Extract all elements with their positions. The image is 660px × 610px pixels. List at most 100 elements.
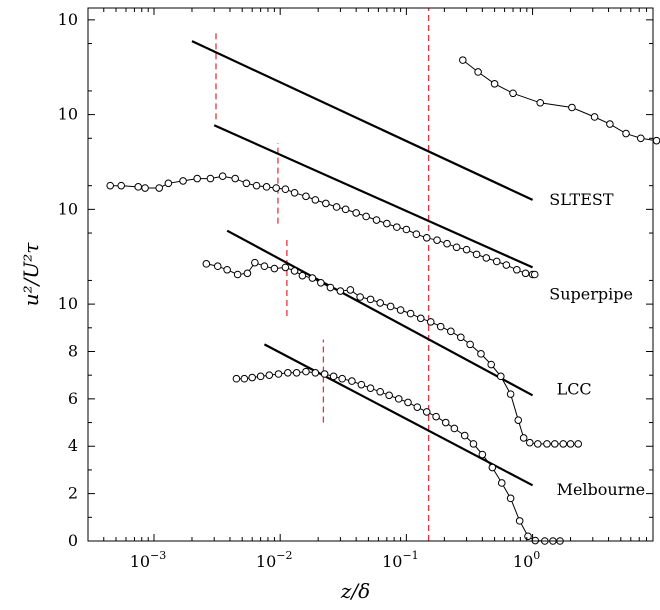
data-point-lcc xyxy=(317,278,325,287)
data-point-melbourne xyxy=(432,412,440,421)
data-point-melbourne xyxy=(394,395,403,403)
data-point-superpipe xyxy=(530,270,539,279)
data-point-melbourne xyxy=(329,372,338,381)
data-point-lcc xyxy=(213,262,222,271)
data-point-superpipe xyxy=(218,172,227,180)
data-point-superpipe xyxy=(193,174,201,183)
data-point-melbourne xyxy=(385,391,393,400)
data-point-sltest xyxy=(606,120,614,128)
data-point-melbourne xyxy=(497,479,506,487)
data-point-superpipe xyxy=(383,219,391,228)
data-point-melbourne xyxy=(488,463,497,472)
y-tick-label: 10 xyxy=(58,105,78,124)
data-point-superpipe xyxy=(311,196,320,204)
data-point-superpipe xyxy=(134,183,143,191)
x-tick-label: 100 xyxy=(513,549,540,571)
data-point-lcc xyxy=(346,286,355,294)
data-point-lcc xyxy=(202,260,211,268)
data-point-melbourne xyxy=(232,374,241,383)
x-axis-label: z/δ xyxy=(340,579,370,603)
data-point-lcc xyxy=(466,340,474,349)
data-point-lcc xyxy=(308,274,317,282)
data-point-lcc xyxy=(496,372,505,381)
data-point-sltest xyxy=(459,56,467,64)
data-point-superpipe xyxy=(462,245,471,254)
data-point-superpipe xyxy=(106,181,115,190)
data-point-melbourne xyxy=(441,418,450,427)
data-point-melbourne xyxy=(248,373,256,382)
data-point-lcc xyxy=(543,440,551,448)
y-tick-label: 10 xyxy=(58,199,78,218)
series-label-sltest: SLTEST xyxy=(549,190,614,209)
data-point-lcc xyxy=(436,322,445,331)
data-point-lcc xyxy=(534,440,542,448)
plot-frame xyxy=(87,7,654,542)
x-tick-label: 10−3 xyxy=(130,549,167,571)
y-tick-label: 10 xyxy=(58,10,78,29)
data-point-melbourne xyxy=(422,408,431,416)
data-point-superpipe xyxy=(513,265,521,274)
data-point-lcc xyxy=(487,360,495,369)
data-point-superpipe xyxy=(502,261,511,269)
data-point-superpipe xyxy=(164,179,173,188)
data-point-superpipe xyxy=(402,225,411,234)
data-point-superpipe xyxy=(362,212,370,221)
data-point-superpipe xyxy=(433,236,441,244)
data-point-sltest xyxy=(568,103,576,112)
data-point-melbourne xyxy=(478,450,487,459)
ticks-layer xyxy=(87,8,654,542)
data-point-lcc xyxy=(281,263,290,272)
data-point-lcc xyxy=(243,269,252,278)
data-point-lcc xyxy=(366,295,375,304)
data-point-lcc xyxy=(233,270,242,279)
data-point-lcc xyxy=(416,314,425,323)
data-point-lcc xyxy=(336,287,345,295)
data-point-lcc xyxy=(477,350,485,358)
data-point-lcc xyxy=(406,309,415,318)
data-point-superpipe xyxy=(179,177,187,185)
data-point-superpipe xyxy=(521,269,530,278)
data-point-superpipe xyxy=(492,257,501,266)
x-tick-label: 10−1 xyxy=(382,549,419,571)
data-point-superpipe xyxy=(252,181,261,190)
data-point-melbourne xyxy=(515,517,524,525)
data-point-melbourne xyxy=(256,372,265,381)
data-point-melbourne xyxy=(366,384,375,393)
data-point-superpipe xyxy=(341,205,350,214)
data-point-lcc xyxy=(298,271,307,280)
data-point-lcc xyxy=(447,327,455,336)
data-point-melbourne xyxy=(357,380,366,389)
series-label-lcc: LCC xyxy=(557,379,592,398)
y-axis-label: u²/U²τ xyxy=(19,242,43,307)
data-point-lcc xyxy=(457,333,465,342)
data-point-melbourne xyxy=(376,387,384,396)
data-point-lcc xyxy=(559,440,568,448)
data-point-lcc xyxy=(376,299,384,307)
data-point-superpipe xyxy=(272,184,281,192)
data-point-lcc xyxy=(426,318,435,326)
data-point-melbourne xyxy=(265,371,274,379)
y-tick-label: 0 xyxy=(68,531,78,550)
data-point-melbourne xyxy=(404,398,412,407)
data-point-lcc xyxy=(525,438,534,447)
data-point-superpipe xyxy=(443,239,451,248)
data-point-superpipe xyxy=(372,216,381,224)
series-line-sltest xyxy=(462,59,657,142)
data-point-superpipe xyxy=(322,199,330,208)
data-point-superpipe xyxy=(352,209,360,217)
data-point-superpipe xyxy=(332,203,341,211)
data-point-lcc xyxy=(260,262,269,271)
data-point-melbourne xyxy=(413,403,422,411)
data-point-sltest xyxy=(490,80,499,88)
data-point-lcc xyxy=(550,440,559,448)
data-point-superpipe xyxy=(422,233,431,242)
data-point-superpipe xyxy=(281,185,290,194)
data-point-lcc xyxy=(574,440,583,448)
log-law-line-lcc xyxy=(226,229,534,397)
data-point-melbourne xyxy=(348,377,356,385)
labels-layer: 10−3 10−2 10−1 100 0 2 4 6 8 10 10 10 10 z/δ u²/U²τ SLT… xyxy=(19,10,645,603)
x-tick-label: 10−2 xyxy=(256,549,293,571)
data-point-sltest xyxy=(652,136,660,145)
y-tick-label: 4 xyxy=(68,436,78,455)
